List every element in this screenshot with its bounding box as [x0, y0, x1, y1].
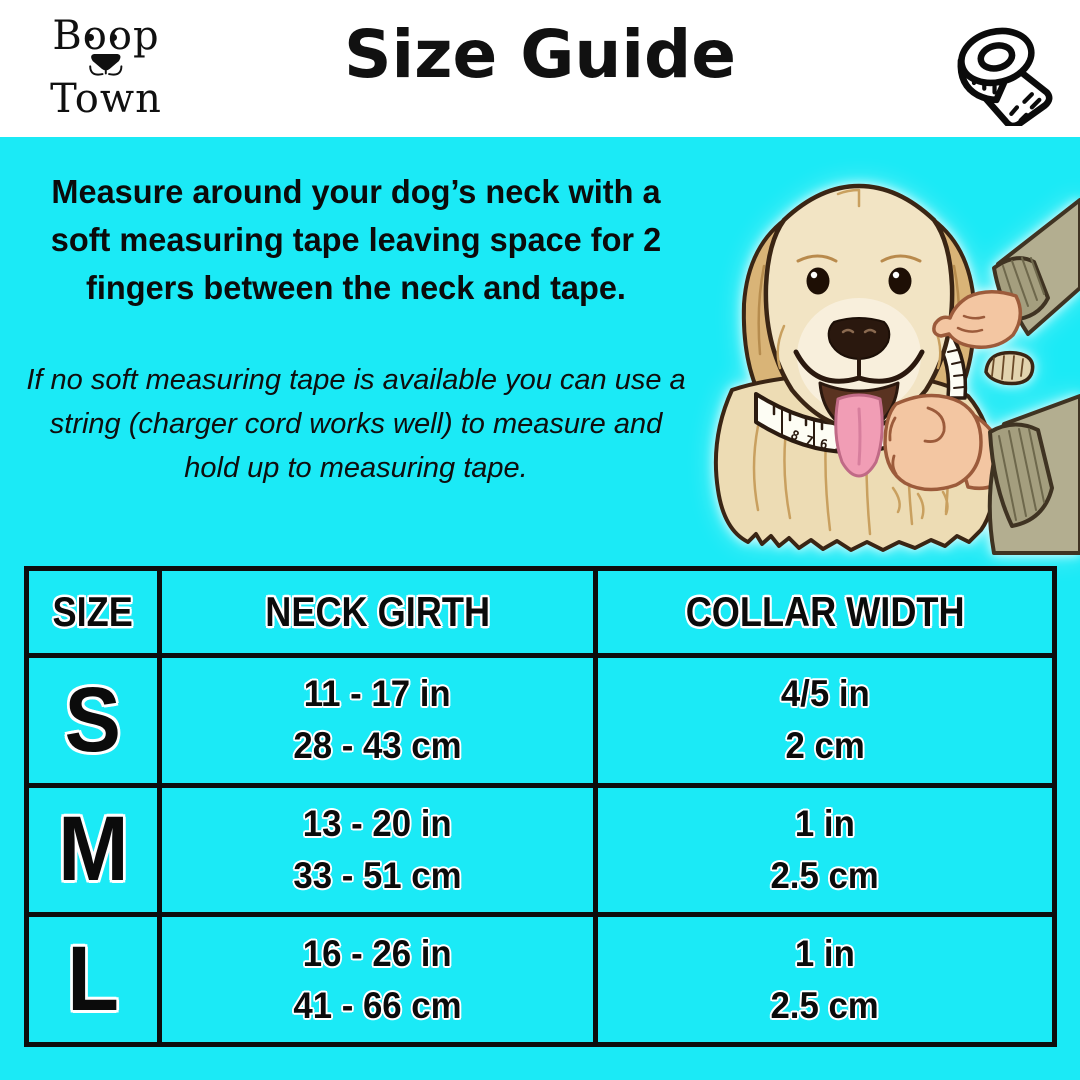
- row-m-neck-girth: 13 - 20 in 33 - 51 cm: [162, 787, 593, 913]
- measuring-tape-icon: [957, 27, 1053, 126]
- row-s-size: S: [29, 658, 157, 783]
- instruction-line: Measure around your dog’s neck with a: [51, 174, 661, 211]
- measuring-instructions: Measure around your dog’s neck with a so…: [24, 169, 687, 313]
- row-l-collar-width: 1 in 2.5 cm: [598, 917, 1052, 1042]
- alternative-measuring-note: If no soft measuring tape is available y…: [14, 358, 698, 490]
- instruction-line: fingers between the neck and tape.: [86, 270, 626, 307]
- page-title: Size Guide: [343, 16, 737, 93]
- row-s-collar-width: 4/5 in 2 cm: [598, 658, 1052, 783]
- header-bar: Boop Town Size Guide: [0, 0, 1080, 137]
- row-l-neck-girth: 16 - 26 in 41 - 66 cm: [162, 917, 593, 1042]
- dog-head: [763, 183, 955, 478]
- row-l-size: L: [29, 917, 157, 1042]
- dog-mouth: [818, 381, 900, 478]
- brand-word-bottom: Town: [50, 76, 162, 122]
- dog-neck-measuring-illustration: 8 7 6 5 4 3: [713, 183, 1080, 555]
- dog-nose: [827, 317, 891, 377]
- tape-curl: [984, 350, 1035, 386]
- col-header-size: SIZE: [29, 571, 157, 653]
- logo-eye-dot: [110, 34, 117, 41]
- dog-eyes: [806, 267, 912, 295]
- note-line: If no soft measuring tape is available y…: [26, 364, 686, 396]
- note-line: string (charger cord works well) to meas…: [49, 408, 663, 440]
- size-table: SIZE NECK GIRTH COLLAR WIDTH S 11 - 17 i…: [24, 566, 1057, 1047]
- dog-nose-icon: [89, 53, 123, 76]
- col-header-neck-girth: NECK GIRTH: [162, 571, 593, 653]
- row-m-collar-width: 1 in 2.5 cm: [598, 787, 1052, 913]
- brand-word-top: Boop: [52, 13, 160, 59]
- col-header-collar-width: COLLAR WIDTH: [598, 571, 1052, 653]
- logo-eye-dot: [87, 34, 94, 41]
- upper-hand: [932, 198, 1080, 349]
- brand-logo: Boop Town: [38, 16, 174, 119]
- lower-hand: [883, 393, 1080, 555]
- row-s-neck-girth: 11 - 17 in 28 - 43 cm: [162, 658, 593, 783]
- row-m-size: M: [29, 787, 157, 913]
- note-line: hold up to measuring tape.: [184, 452, 528, 484]
- instruction-line: soft measuring tape leaving space for 2: [50, 222, 662, 259]
